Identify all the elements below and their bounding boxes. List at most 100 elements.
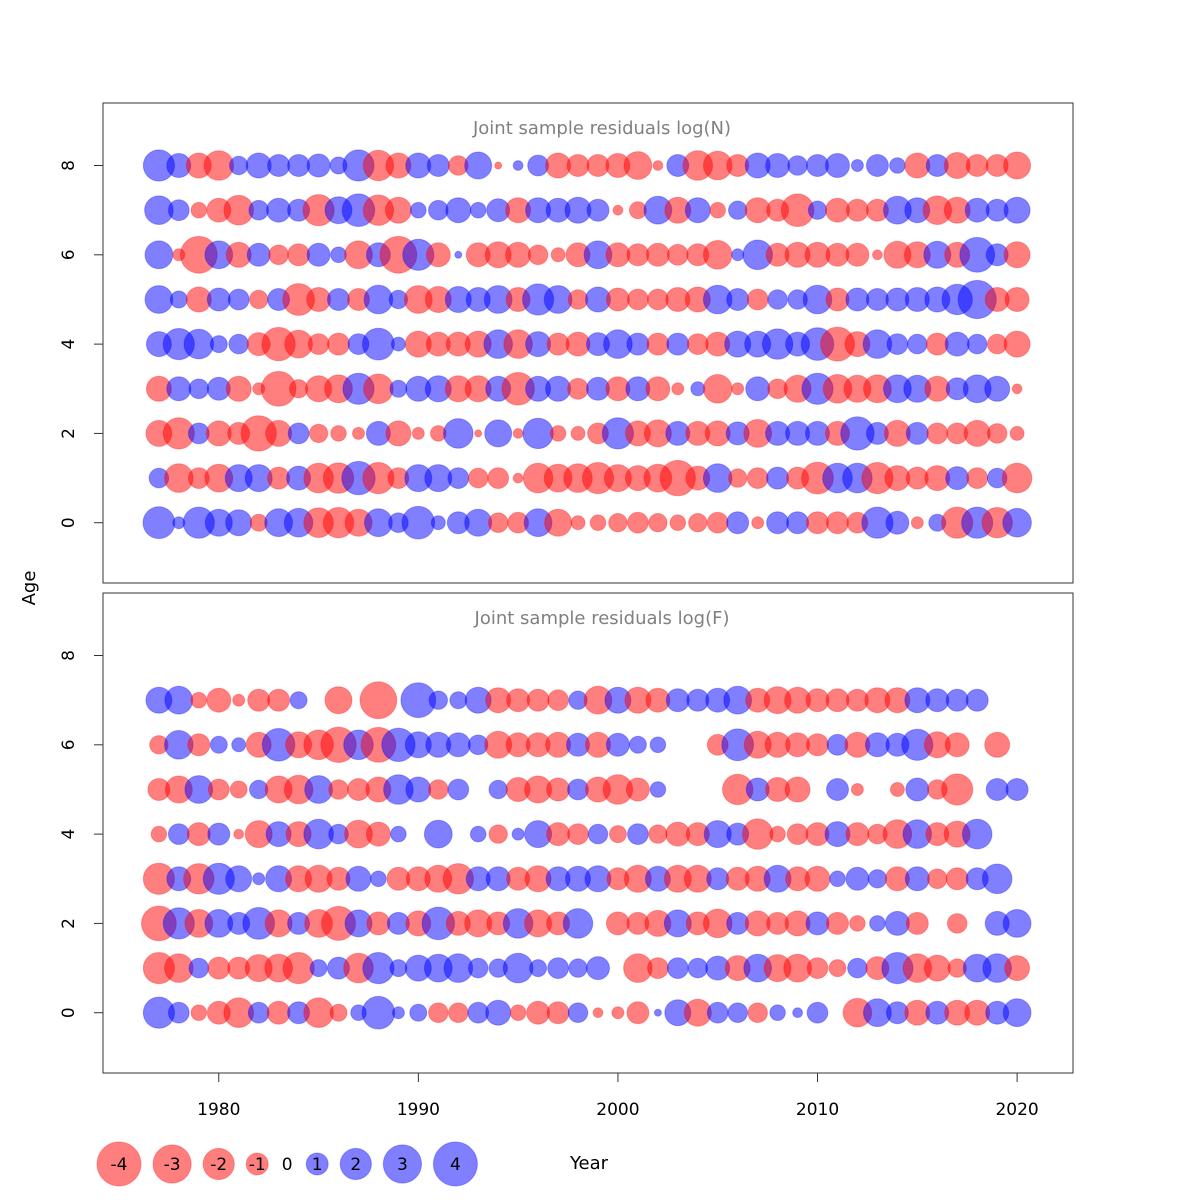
- bubble: [428, 1002, 449, 1024]
- bubble: [549, 425, 567, 442]
- bubble: [731, 248, 745, 262]
- bubble: [307, 333, 330, 356]
- bubble: [665, 688, 690, 713]
- bubble: [587, 823, 609, 845]
- bubble: [268, 244, 289, 266]
- bubble: [545, 375, 572, 402]
- bubble: [363, 373, 394, 405]
- bubble: [867, 869, 888, 889]
- bubble: [706, 511, 729, 534]
- bubble: [164, 685, 194, 715]
- bubble: [804, 865, 831, 892]
- bubble: [984, 375, 1011, 402]
- y-tick-label: 6: [59, 249, 79, 260]
- bubble: [287, 243, 311, 267]
- bubble: [345, 865, 372, 892]
- bubble: [728, 200, 748, 220]
- bubble: [666, 243, 689, 266]
- bubble: [494, 161, 503, 170]
- bubble: [142, 506, 176, 540]
- bubble: [806, 1001, 829, 1024]
- legend-bubble: [96, 1141, 142, 1187]
- x-tick-label: 2010: [796, 1100, 839, 1120]
- x-axis-label: Year: [569, 1153, 609, 1174]
- bubble: [390, 336, 406, 352]
- bubble: [445, 197, 472, 224]
- bubble: [807, 200, 828, 220]
- bubble: [626, 243, 650, 267]
- bubble: [605, 287, 630, 312]
- bubble: [965, 688, 989, 712]
- legend-label: 1: [312, 1155, 323, 1175]
- bubble: [941, 773, 974, 806]
- bubble: [825, 153, 850, 178]
- bubble: [186, 822, 211, 847]
- bubble: [946, 913, 968, 934]
- bubble: [727, 1002, 749, 1024]
- bubble: [671, 382, 685, 396]
- bubble: [684, 197, 711, 224]
- bubble: [945, 466, 970, 491]
- bubble: [1005, 778, 1029, 801]
- bubble: [792, 1007, 803, 1019]
- x-tick-label: 2000: [596, 1100, 639, 1120]
- bubble: [747, 1002, 769, 1024]
- bubble: [611, 1006, 625, 1020]
- bubble: [850, 159, 864, 172]
- bubble: [190, 691, 208, 709]
- bubble: [359, 681, 398, 720]
- bubble: [287, 422, 310, 445]
- bubble: [872, 249, 883, 261]
- bubble: [464, 508, 493, 537]
- bubble: [487, 512, 509, 534]
- bubble: [502, 952, 534, 984]
- bubble: [327, 332, 350, 356]
- bubble: [605, 911, 630, 936]
- bubble: [144, 240, 174, 270]
- bubble: [686, 333, 709, 356]
- bubble: [608, 825, 627, 844]
- bubble: [649, 781, 667, 798]
- bubble: [567, 1002, 589, 1024]
- bubble: [746, 288, 769, 311]
- bubble: [389, 379, 408, 398]
- bubble: [907, 333, 928, 355]
- bubble: [566, 154, 590, 177]
- y-tick-label: 0: [59, 1007, 79, 1018]
- bubble: [428, 199, 449, 221]
- bubble: [766, 466, 790, 490]
- bubble: [784, 776, 811, 803]
- bubble: [865, 154, 889, 177]
- bubble: [405, 776, 432, 803]
- bubble: [649, 736, 667, 754]
- bubble: [1002, 998, 1032, 1028]
- bubble: [829, 870, 846, 888]
- bubble: [266, 1000, 291, 1025]
- panel-log-f: Joint sample residuals log(F) 0 2 4 6 8: [59, 592, 1074, 1074]
- bubble: [287, 154, 311, 177]
- bubble: [511, 827, 525, 841]
- bubble: [512, 472, 524, 484]
- bubble: [666, 957, 689, 979]
- bubble: [845, 242, 870, 267]
- bubble: [352, 426, 365, 440]
- bubble: [589, 514, 607, 532]
- bubble: [706, 1001, 729, 1024]
- bubble: [303, 997, 334, 1029]
- bubble: [267, 688, 291, 712]
- bubble: [845, 866, 870, 891]
- bubble: [467, 467, 489, 489]
- bubble: [706, 867, 730, 891]
- panel-log-n: Joint sample residuals log(N) 0 2 4 6 8: [59, 102, 1074, 584]
- panel-title: Joint sample residuals log(F): [474, 608, 730, 629]
- bubble: [647, 288, 669, 311]
- bubble: [361, 995, 396, 1030]
- bubble: [709, 201, 727, 219]
- bubble: [745, 376, 771, 402]
- bubble: [805, 911, 830, 936]
- bubble: [1003, 151, 1032, 180]
- bubble: [570, 515, 586, 531]
- bubble: [647, 957, 669, 979]
- bubble: [944, 732, 970, 758]
- bubble: [986, 423, 1008, 444]
